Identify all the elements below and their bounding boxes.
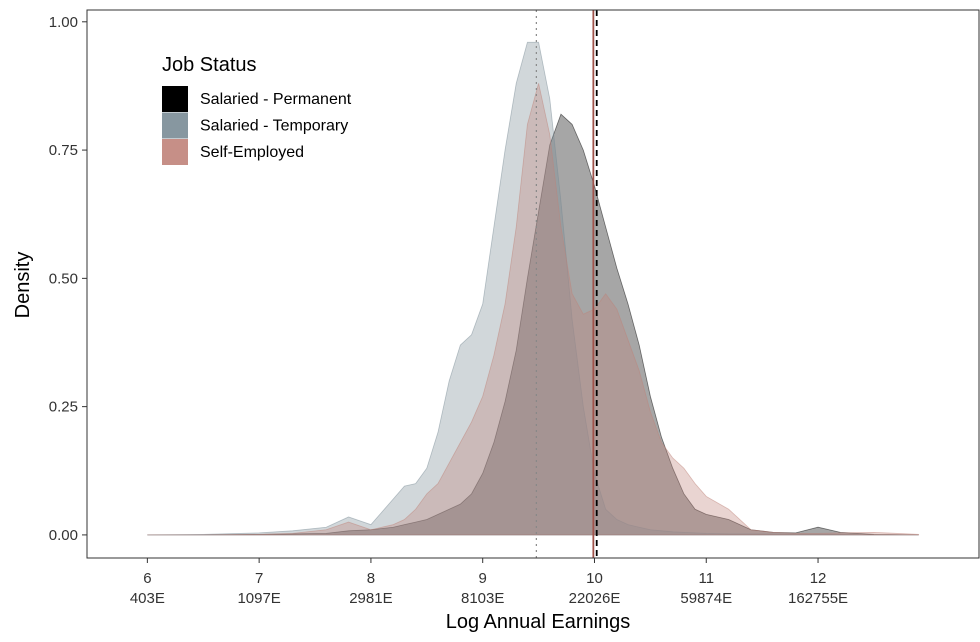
legend-label: Salaried - Temporary [200,118,348,135]
density-area [147,41,919,536]
y-tick-label: 0.25 [49,399,78,416]
density-area [147,113,919,536]
legend-label: Self-Employed [200,144,304,161]
legend-swatch [162,112,188,139]
y-tick-label: 0.75 [49,142,78,159]
x-tick-label: 8 2981E [349,570,392,607]
x-tick-label: 12 162755E [788,570,848,607]
density-area [147,83,920,536]
x-tick-label: 10 22026E [569,570,621,607]
legend-label: Salaried - Permanent [200,91,352,108]
y-tick-label: 0.00 [49,527,78,544]
y-tick-label: 0.50 [49,270,78,287]
x-tick-label: 7 1097E [237,570,280,607]
y-axis-label: Density [12,252,34,319]
x-axis-label: Log Annual Earnings [446,611,631,633]
x-tick-label: 11 59874E [680,570,732,607]
legend-swatch [162,139,188,165]
x-tick-label: 9 8103E [461,570,504,607]
legend-title: Job Status [162,54,257,76]
y-tick-label: 1.00 [49,14,78,31]
legend-swatch [162,86,188,112]
plot-frame [86,9,980,559]
x-tick-label: 6 403E [130,570,165,607]
